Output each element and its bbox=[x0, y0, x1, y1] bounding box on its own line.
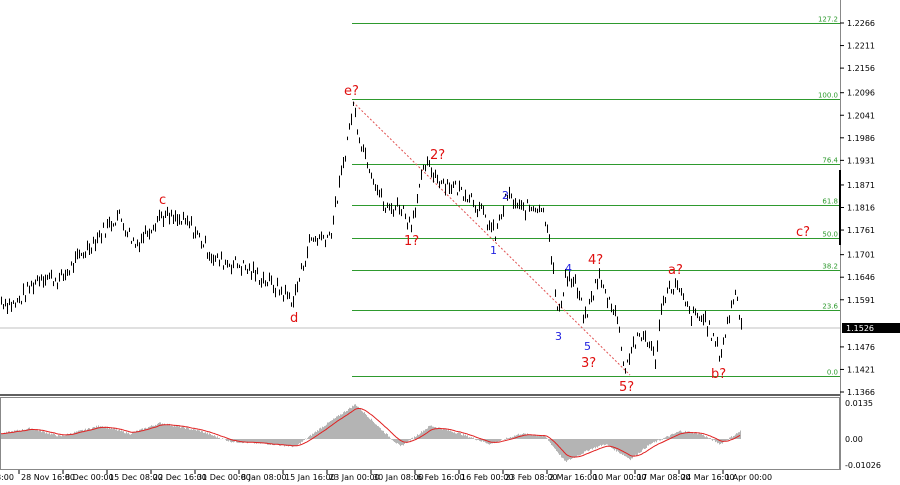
indicator-tick-label: 0.00 bbox=[845, 435, 863, 444]
fib-level-label: 50.0 bbox=[822, 231, 838, 239]
time-tick-label: 15 Dec 08:00 bbox=[109, 473, 163, 482]
time-tick-label: 23 Jan 00:00 bbox=[329, 473, 380, 482]
time-tick-label: 6 Feb 16:00 bbox=[417, 473, 464, 482]
wave-labels: e? c d 2? 1? 4? 3? 5? a? b? c? 2 1 3 4 5 bbox=[159, 84, 810, 395]
wave-label-5: 5 bbox=[584, 340, 591, 353]
wave-label-c: c bbox=[159, 193, 166, 208]
price-tick-label: 1.1986 bbox=[847, 134, 875, 143]
price-tick-label: 1.1366 bbox=[847, 388, 875, 397]
indicator-histogram bbox=[0, 404, 741, 463]
signal-line bbox=[0, 408, 741, 458]
price-tick-label: 1.2266 bbox=[847, 19, 875, 28]
price-tick-label: 1.1871 bbox=[847, 181, 875, 190]
wave-label-d: d bbox=[290, 311, 298, 326]
time-tick-label: 15 Jan 16:00 bbox=[285, 473, 336, 482]
price-tick-label: 1.1931 bbox=[847, 156, 875, 165]
price-tick-label: 1.1646 bbox=[847, 273, 875, 282]
wave-label-1: 1 bbox=[490, 244, 497, 257]
trend-line bbox=[352, 101, 631, 376]
price-tick-label: 1.1816 bbox=[847, 204, 875, 213]
fib-level-label: 23.6 bbox=[822, 303, 838, 311]
wave-label-b: b? bbox=[711, 367, 726, 382]
indicator-axis: 0.0135 0.00 -0.01026 bbox=[845, 399, 881, 470]
price-axis: 1.2266 1.2211 1.2156 1.2096 1.2041 1.1986 1.19… bbox=[840, 19, 875, 397]
time-tick-label: 30 Jan 08:00 bbox=[373, 473, 424, 482]
time-tick-label: 24 Mar 16:00 bbox=[681, 473, 734, 482]
price-tick-label: 1.1591 bbox=[847, 296, 875, 305]
price-tick-label: 1.2156 bbox=[847, 64, 875, 73]
time-tick-label: 28 Nov 16:00 bbox=[21, 473, 75, 482]
time-tick-label: 22 Dec 16:00 bbox=[153, 473, 207, 482]
price-tick-label: 1.1701 bbox=[847, 251, 875, 260]
time-tick-label: 8 Dec 00:00 bbox=[65, 473, 114, 482]
current-price-label: 1.1526 bbox=[846, 324, 874, 333]
indicator-tick-label: -0.01026 bbox=[845, 461, 881, 470]
time-tick-label: 23 Feb 08:00 bbox=[505, 473, 557, 482]
wave-label-c2: c? bbox=[796, 225, 810, 240]
price-tick-label: 1.2096 bbox=[847, 89, 875, 98]
time-tick-label: 1 Apr 00:00 bbox=[725, 473, 772, 482]
wave-label-a: a? bbox=[668, 263, 683, 278]
indicator-tick-label: 0.0135 bbox=[845, 399, 873, 408]
fib-level-label: 76.4 bbox=[822, 157, 838, 165]
time-tick-label: 8 Jan 08:00 bbox=[241, 473, 287, 482]
fibonacci-levels: 127.2 100.0 76.4 61.8 50.0 38.2 23.6 0.0 bbox=[352, 16, 840, 377]
indicator-pane bbox=[0, 397, 840, 470]
wave-label-1q: 1? bbox=[404, 234, 419, 249]
wave-label-5q: 5? bbox=[619, 380, 634, 395]
price-tick-label: 1.1476 bbox=[847, 343, 875, 352]
wave-label-4: 4 bbox=[565, 262, 572, 275]
time-tick-label: 17 Mar 08:00 bbox=[637, 473, 690, 482]
fib-level-label: 0.0 bbox=[827, 369, 838, 377]
wave-label-2q: 2? bbox=[430, 148, 445, 163]
time-tick-label: 8:00 bbox=[0, 473, 14, 482]
fib-level-label: 38.2 bbox=[822, 263, 838, 271]
price-tick-label: 1.1761 bbox=[847, 226, 875, 235]
wave-label-3q: 3? bbox=[581, 356, 596, 371]
fib-level-label: 127.2 bbox=[818, 16, 838, 24]
price-tick-label: 1.2041 bbox=[847, 111, 875, 120]
current-price-box bbox=[842, 323, 900, 333]
time-tick-label: 10 Mar 00:00 bbox=[593, 473, 646, 482]
time-tick-label: 16 Feb 00:00 bbox=[461, 473, 513, 482]
wave-label-e: e? bbox=[344, 84, 359, 99]
candles bbox=[1, 101, 742, 374]
wave-label-4q: 4? bbox=[588, 253, 603, 268]
time-tick-label: 31 Dec 00:00 bbox=[197, 473, 251, 482]
price-tick-label: 1.1421 bbox=[847, 365, 875, 374]
wave-label-3: 3 bbox=[555, 330, 562, 343]
price-tick-label: 1.2211 bbox=[847, 42, 875, 51]
time-tick-label: 2 Mar 16:00 bbox=[549, 473, 597, 482]
fib-level-label: 100.0 bbox=[818, 92, 838, 100]
fib-level-label: 61.8 bbox=[822, 198, 838, 206]
wave-label-2: 2 bbox=[502, 189, 509, 202]
